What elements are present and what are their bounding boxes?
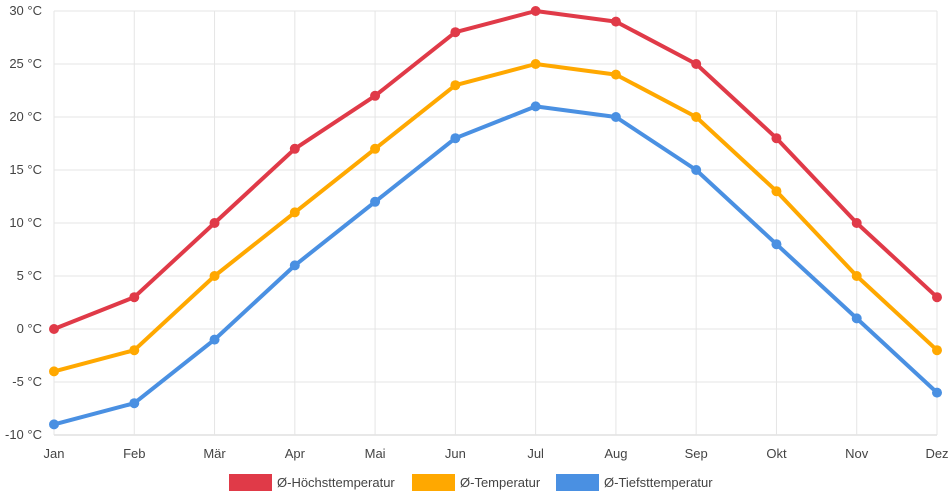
x-tick-label: Nov bbox=[845, 446, 869, 461]
y-tick-label: 10 °C bbox=[9, 215, 42, 230]
data-point[interactable] bbox=[289, 260, 300, 271]
data-point[interactable] bbox=[209, 218, 220, 228]
data-point[interactable] bbox=[691, 165, 702, 175]
legend-swatch bbox=[229, 474, 272, 491]
data-point[interactable] bbox=[49, 366, 59, 377]
data-point[interactable] bbox=[450, 27, 461, 38]
y-tick-label: 20 °C bbox=[9, 109, 42, 124]
y-tick-label: 30 °C bbox=[9, 3, 42, 18]
data-point[interactable] bbox=[209, 271, 220, 281]
legend: Ø-Höchsttemperatur Ø-Temperatur Ø-Tiefstte… bbox=[229, 474, 713, 491]
series-3 bbox=[49, 101, 942, 430]
legend-label: Ø-Temperatur bbox=[460, 475, 541, 490]
data-point[interactable] bbox=[932, 292, 942, 303]
data-point[interactable] bbox=[49, 419, 59, 430]
data-point[interactable] bbox=[771, 186, 782, 197]
data-point[interactable] bbox=[370, 143, 381, 154]
x-tick-label: Jan bbox=[44, 446, 65, 461]
data-point[interactable] bbox=[610, 69, 621, 80]
y-tick-label: 15 °C bbox=[9, 162, 42, 177]
data-point[interactable] bbox=[771, 133, 782, 144]
data-point[interactable] bbox=[450, 80, 461, 91]
data-point[interactable] bbox=[932, 345, 942, 356]
series-layer bbox=[49, 6, 942, 430]
series-line bbox=[52, 9, 939, 331]
x-tick-label: Dez bbox=[925, 446, 948, 461]
y-tick-label: -5 °C bbox=[12, 374, 42, 389]
y-tick-label: 0 °C bbox=[17, 321, 42, 336]
x-tick-label: Jul bbox=[527, 446, 544, 461]
data-point[interactable] bbox=[610, 16, 621, 27]
y-axis-tick-labels: -10 °C -5 °C 0 °C 5 °C 10 °C 15 °C 20 °C 25 °C 3… bbox=[5, 3, 42, 442]
data-point[interactable] bbox=[932, 387, 942, 398]
x-tick-label: Sep bbox=[685, 446, 708, 461]
data-point[interactable] bbox=[209, 334, 220, 345]
data-point[interactable] bbox=[530, 101, 541, 112]
data-point[interactable] bbox=[450, 133, 461, 144]
x-tick-label: Mär bbox=[203, 446, 226, 461]
data-point[interactable] bbox=[289, 143, 300, 154]
legend-item[interactable]: Ø-Temperatur bbox=[412, 474, 541, 491]
data-point[interactable] bbox=[49, 324, 59, 334]
legend-label: Ø-Höchsttemperatur bbox=[277, 475, 395, 490]
legend-item[interactable]: Ø-Höchsttemperatur bbox=[229, 474, 395, 491]
data-point[interactable] bbox=[851, 271, 862, 281]
data-point[interactable] bbox=[691, 112, 702, 122]
legend-label: Ø-Tiefsttemperatur bbox=[604, 475, 713, 490]
data-point[interactable] bbox=[370, 196, 381, 207]
data-point[interactable] bbox=[610, 112, 621, 122]
series-1 bbox=[49, 6, 942, 334]
data-point[interactable] bbox=[289, 207, 300, 218]
series-line bbox=[52, 104, 939, 427]
x-tick-label: Aug bbox=[604, 446, 627, 461]
x-tick-label: Okt bbox=[766, 446, 787, 461]
data-point[interactable] bbox=[851, 218, 862, 228]
y-tick-label: 25 °C bbox=[9, 56, 42, 71]
legend-swatch bbox=[556, 474, 599, 491]
data-point[interactable] bbox=[530, 6, 541, 16]
y-tick-label: 5 °C bbox=[17, 268, 42, 283]
data-point[interactable] bbox=[370, 90, 381, 101]
data-point[interactable] bbox=[129, 292, 140, 303]
x-tick-label: Mai bbox=[365, 446, 386, 461]
data-point[interactable] bbox=[129, 398, 140, 409]
x-axis-tick-labels: Jan Feb Mär Apr Mai Jun Jul Aug Sep Okt Nov Dez bbox=[44, 446, 949, 461]
x-tick-label: Apr bbox=[285, 446, 306, 461]
data-point[interactable] bbox=[851, 313, 862, 324]
series-2 bbox=[49, 59, 942, 377]
series-line bbox=[52, 62, 939, 374]
legend-swatch bbox=[412, 474, 455, 491]
grid bbox=[53, 10, 938, 436]
data-point[interactable] bbox=[129, 345, 140, 356]
y-tick-label: -10 °C bbox=[5, 427, 42, 442]
data-point[interactable] bbox=[530, 59, 541, 69]
x-tick-label: Jun bbox=[445, 446, 466, 461]
data-point[interactable] bbox=[691, 59, 702, 69]
data-point[interactable] bbox=[771, 239, 782, 250]
legend-item[interactable]: Ø-Tiefsttemperatur bbox=[556, 474, 713, 491]
x-tick-label: Feb bbox=[123, 446, 145, 461]
